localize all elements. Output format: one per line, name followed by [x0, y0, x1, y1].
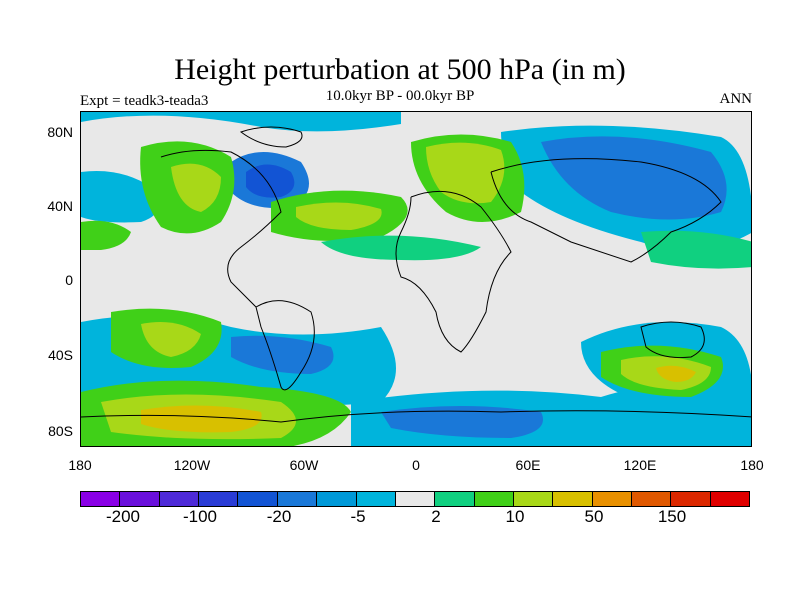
colorbar-label: -100 [182, 507, 218, 526]
lon-label-120e: 120E [623, 457, 657, 473]
map-title: Height perturbation at 500 hPa (in m) [174, 53, 626, 86]
lat-label-80N: 80N [47, 124, 73, 140]
colorbar-swatch [671, 492, 711, 506]
colorbar-label: 2 [431, 507, 441, 526]
colorbar-label: 150 [657, 507, 687, 526]
colorbar-swatch [592, 492, 633, 506]
colorbar [80, 491, 750, 507]
lat-label-40S: 40S [48, 347, 73, 363]
lon-label-60w: 60W [289, 457, 319, 473]
colorbar-swatch [238, 492, 278, 506]
colorbar-swatch [632, 492, 672, 506]
coastlines [81, 126, 751, 423]
colorbar-swatch [553, 492, 593, 506]
lon-label-180w: 180 [68, 457, 92, 473]
period-label: 10.0kyr BP - 00.0kyr BP [325, 88, 475, 104]
colorbar-swatch [317, 492, 357, 506]
colorbar-label: 50 [584, 507, 604, 526]
colorbar-label: 10 [505, 507, 525, 526]
experiment-label: Expt = teadk3-teada3 [80, 93, 209, 109]
lon-label-180e: 180 [740, 457, 764, 473]
colorbar-label: -5 [350, 507, 366, 526]
colorbar-swatch [159, 492, 200, 506]
lat-label-80S: 80S [48, 423, 73, 439]
lat-label-0: 0 [65, 272, 73, 288]
contour-map [81, 112, 751, 446]
positive-anomaly-regions [81, 134, 751, 446]
season-label: ANN [719, 91, 753, 107]
colorbar-swatch [474, 492, 514, 506]
colorbar-swatch [356, 492, 396, 506]
map-panel [80, 111, 752, 447]
colorbar-label: -20 [266, 507, 292, 526]
lon-label-120w: 120W [173, 457, 211, 473]
lon-label-60e: 60E [515, 457, 541, 473]
colorbar-swatch [199, 492, 239, 506]
colorbar-swatch [277, 492, 318, 506]
colorbar-swatch [120, 492, 160, 506]
colorbar-swatch [513, 492, 554, 506]
lon-label-0: 0 [412, 457, 420, 473]
colorbar-swatch [81, 492, 121, 506]
colorbar-swatch [435, 492, 475, 506]
colorbar-label: -200 [105, 507, 141, 526]
colorbar-swatch [710, 492, 750, 506]
colorbar-swatch [395, 492, 436, 506]
lat-label-40N: 40N [47, 198, 73, 214]
